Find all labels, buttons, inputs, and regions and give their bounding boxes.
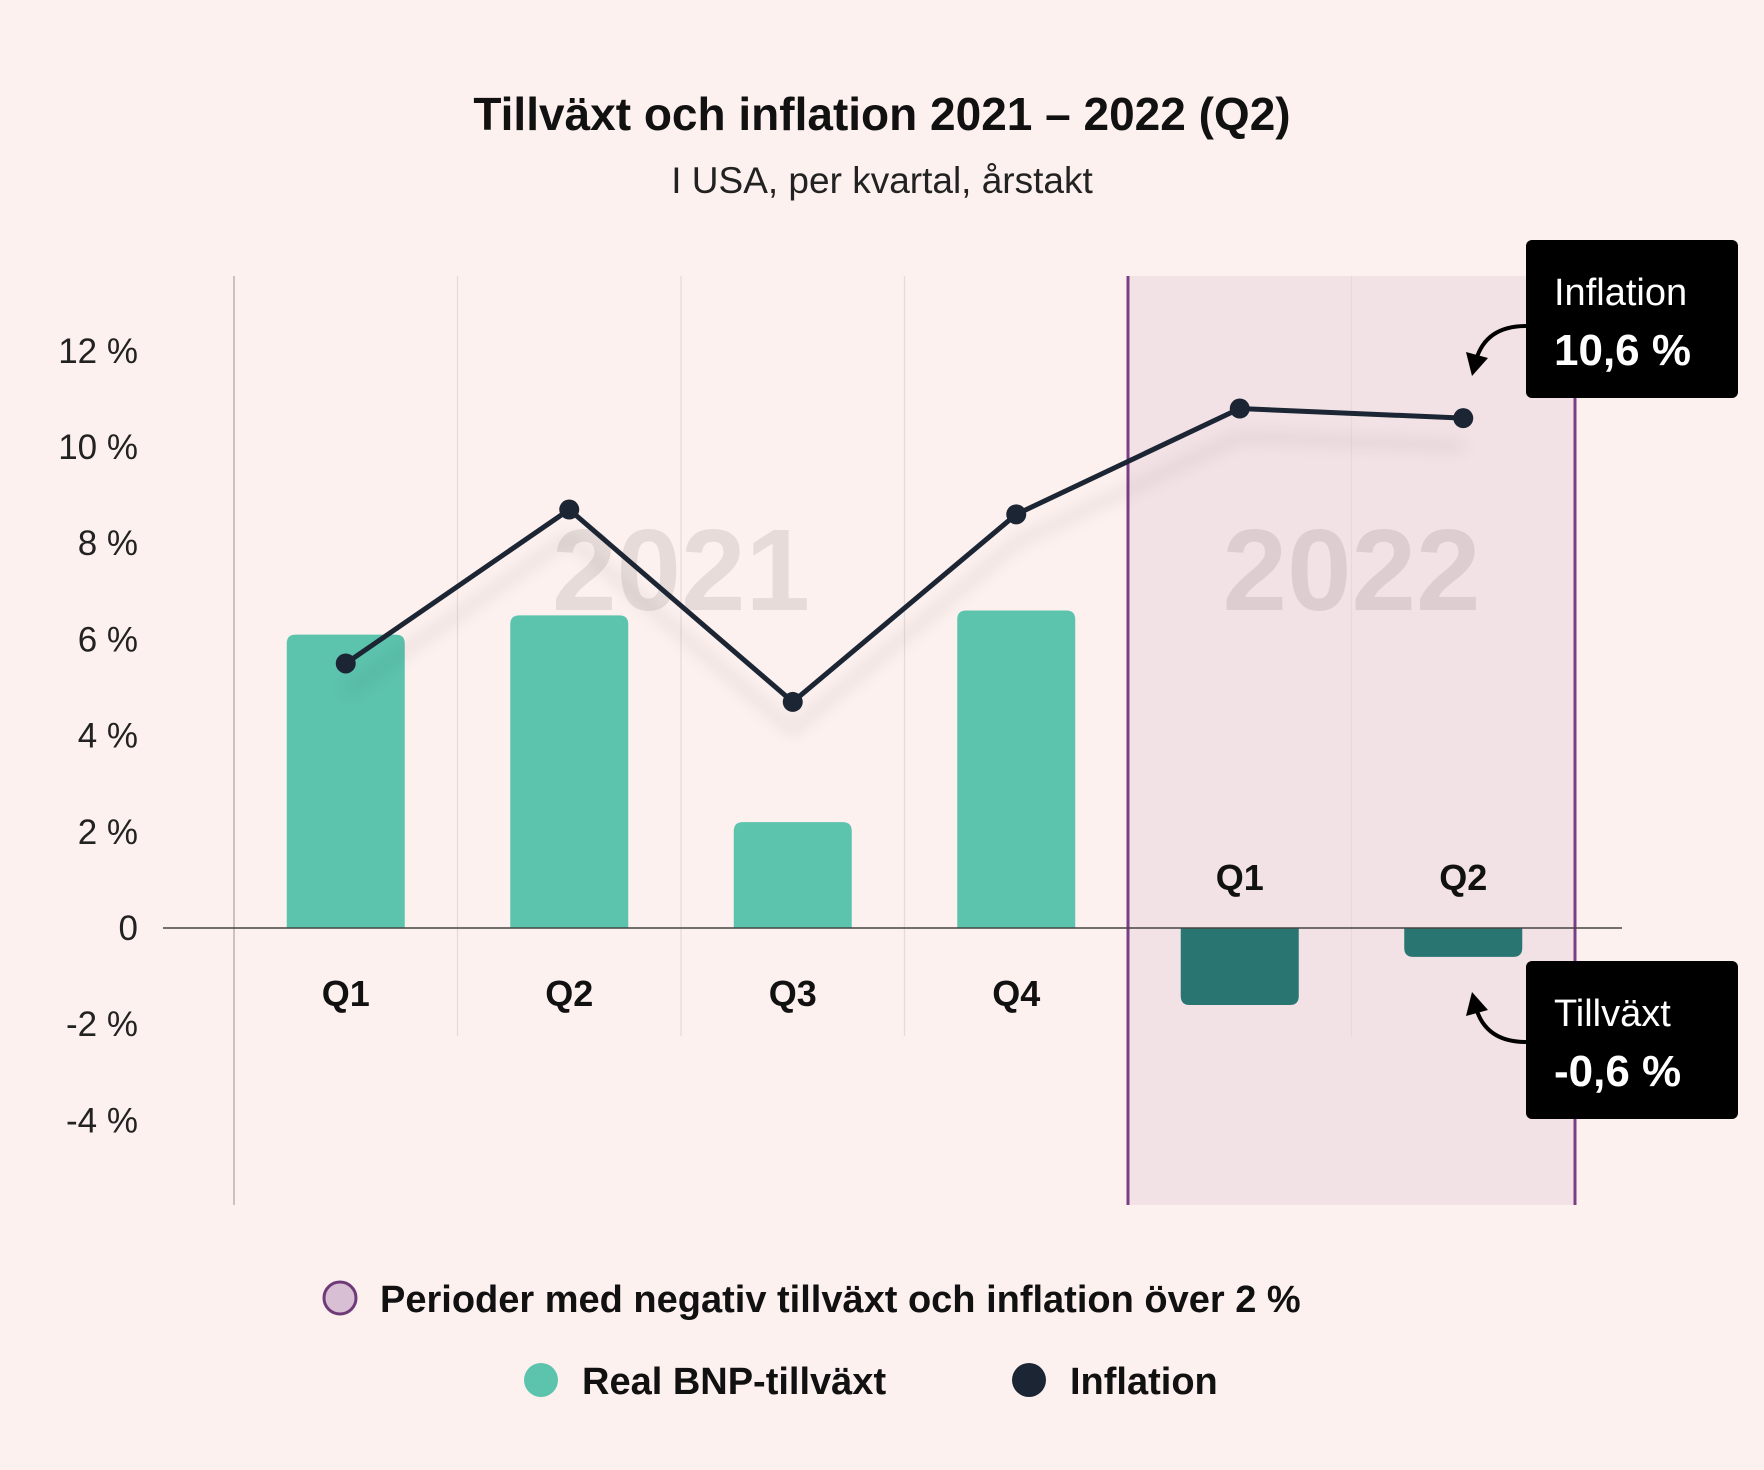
legend-line-swatch (1012, 1363, 1046, 1397)
y-axis-ticks: 12 % 10 % 8 % 6 % 4 % 2 % 0 -2 % -4 % (58, 332, 138, 1141)
year-watermark-layer: 2021 2022 (552, 505, 1481, 635)
legend-period-swatch (322, 1280, 358, 1316)
inflation-point (1453, 408, 1474, 429)
growth-callout-title: Tillväxt (1554, 993, 1671, 1035)
bar (1404, 928, 1523, 957)
growth-callout-arrow (1474, 1007, 1527, 1044)
inflation-callout: Inflation 10,6 % (1466, 240, 1738, 398)
legend-bars-label: Real BNP-tillväxt (582, 1361, 886, 1403)
growth-callout-box (1526, 961, 1738, 1119)
bar (510, 615, 629, 928)
category-label: Q4 (992, 973, 1040, 1014)
bar (1180, 928, 1299, 1005)
y-tick-label: -2 % (66, 1005, 138, 1044)
category-label: Q2 (545, 973, 593, 1014)
inflation-point (782, 691, 803, 712)
legend-line-label: Inflation (1070, 1361, 1218, 1403)
y-tick-label: 0 (119, 909, 138, 948)
growth-callout-value: -0,6 % (1554, 1047, 1681, 1096)
legend: Perioder med negativ tillväxt och inflat… (322, 1279, 1301, 1403)
y-tick-label: -4 % (66, 1101, 138, 1140)
inflation-callout-box (1526, 240, 1738, 398)
inflation-line (344, 406, 1464, 705)
inflation-callout-title: Inflation (1554, 272, 1687, 314)
category-label: Q3 (769, 973, 817, 1014)
category-label: Q1 (322, 973, 370, 1014)
inflation-line-shadow (344, 433, 1464, 734)
y-tick-label: 8 % (78, 524, 138, 563)
growth-callout: Tillväxt -0,6 % (1466, 961, 1738, 1119)
category-label: Q1 (1216, 857, 1264, 898)
inflation-callout-arrowhead (1466, 352, 1488, 376)
year-label: 2022 (1222, 505, 1480, 635)
category-labels: Q1 Q2 Q3 Q4 Q1 Q2 (322, 857, 1488, 1014)
inflation-point (1229, 398, 1250, 419)
bar (733, 822, 852, 928)
inflation-callout-arrow (1474, 324, 1527, 361)
inflation-point (335, 653, 356, 674)
inflation-point (1006, 504, 1027, 525)
y-tick-label: 4 % (78, 717, 138, 756)
inflation-point (559, 499, 580, 520)
chart-title: Tillväxt och inflation 2021 – 2022 (Q2) (473, 88, 1290, 140)
bar (957, 610, 1076, 928)
y-tick-label: 6 % (78, 620, 138, 659)
category-label: Q2 (1439, 857, 1487, 898)
inflation-callout-value: 10,6 % (1554, 326, 1691, 375)
inflation-series (335, 398, 1474, 734)
legend-bars-swatch (524, 1363, 558, 1397)
bar-series (286, 610, 1523, 1005)
grid-layer (233, 276, 1353, 1205)
y-tick-label: 12 % (58, 332, 138, 371)
growth-callout-arrowhead (1466, 992, 1488, 1016)
year-label: 2021 (552, 505, 810, 635)
bar (286, 634, 405, 928)
y-tick-label: 2 % (78, 813, 138, 852)
y-tick-label: 10 % (58, 428, 138, 467)
chart-subtitle: I USA, per kvartal, årstakt (671, 160, 1093, 201)
legend-period-label: Perioder med negativ tillväxt och inflat… (380, 1279, 1301, 1321)
